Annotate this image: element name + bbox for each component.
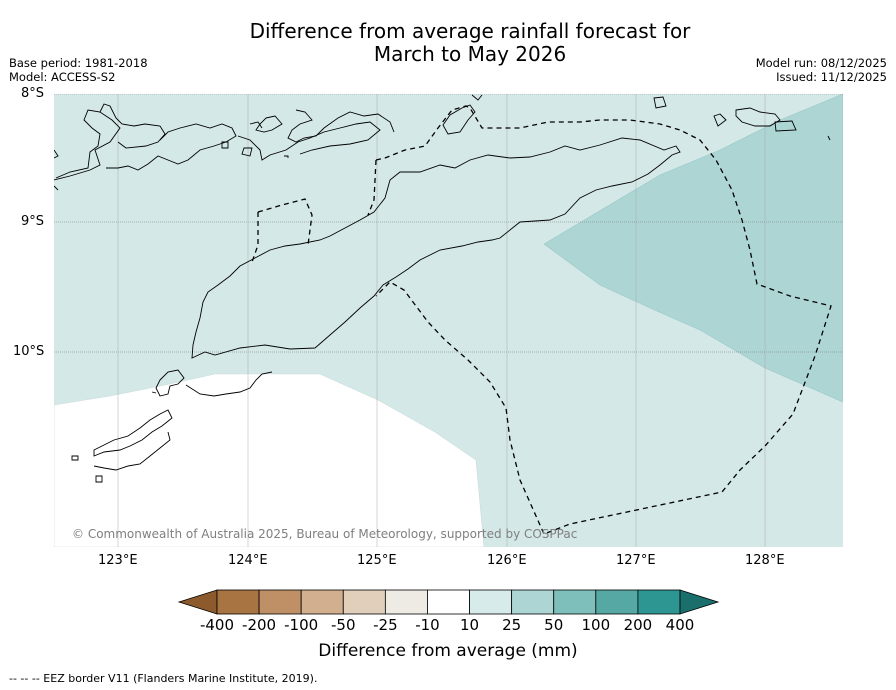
colorbar-segment [637,589,681,615]
colorbar-segment [216,589,260,615]
meta-right: Model run: 08/12/2025 Issued: 11/12/2025 [756,56,887,84]
colorbar-segment [300,589,344,615]
eez-border-legend: -- -- -- EEZ border V11 (Flanders Marine… [9,672,318,685]
colorbar-extend-low [177,589,218,615]
colorbar-segment [553,589,597,615]
base-period-text: Base period: 1981-2018 [9,56,148,70]
lat-label-10s: 10°S [13,344,45,359]
lon-label-126e: 126°E [487,553,527,568]
colorbar-segment [595,589,639,615]
region-wetter [543,94,843,403]
lat-label-9s: 9°S [21,214,45,229]
eez-border [251,105,832,535]
issued-text: Issued: 11/12/2025 [776,70,887,84]
lon-label-128e: 128°E [745,553,785,568]
meta-left: Base period: 1981-2018 Model: ACCESS-S2 [9,56,148,84]
colorbar-tick-label: 10 [459,616,480,634]
lon-label-123e: 123°E [98,553,138,568]
colorbar-segment [427,589,470,615]
colorbar-segment [258,589,302,615]
title-line-2: March to May 2026 [373,42,567,66]
model-text: Model: ACCESS-S2 [9,70,116,84]
title-line-1: Difference from average rainfall forecas… [249,19,691,43]
colorbar-tick-label: -25 [373,616,398,634]
colorbar-segment [342,589,386,615]
grid-lines [54,94,843,547]
copyright-text: © Commonwealth of Australia 2025, Bureau… [72,527,578,541]
colorbar-tick-label: 100 [581,616,611,634]
colorbar-segment [511,589,555,615]
colorbar-tick-label: 400 [665,616,695,634]
region-neutral [54,373,485,547]
colorbar-tick-label: 50 [544,616,564,634]
coastlines [54,94,831,483]
colorbar-tick-label: -100 [284,616,319,634]
lat-label-8s: 8°S [21,86,45,101]
colorbar-tick-label: -10 [415,616,440,634]
model-run-text: Model run: 08/12/2025 [755,56,887,70]
colorbar-tick-label: -50 [331,616,356,634]
colorbar-tick-label: -400 [199,616,235,634]
colorbar-tick-label: 200 [623,616,653,634]
lon-label-124e: 124°E [228,553,268,568]
colorbar-tick-label: -200 [242,616,277,634]
lon-label-125e: 125°E [357,553,397,568]
colorbar-label: Difference from average (mm) [318,641,578,661]
colorbar-segment [384,589,428,615]
lon-label-127e: 127°E [616,553,656,568]
chart-title: Difference from average rainfall forecas… [0,20,896,66]
colorbar-extend-high [679,589,720,615]
colorbar-tick-label: 25 [502,616,522,634]
colorbar-segment [469,589,513,615]
